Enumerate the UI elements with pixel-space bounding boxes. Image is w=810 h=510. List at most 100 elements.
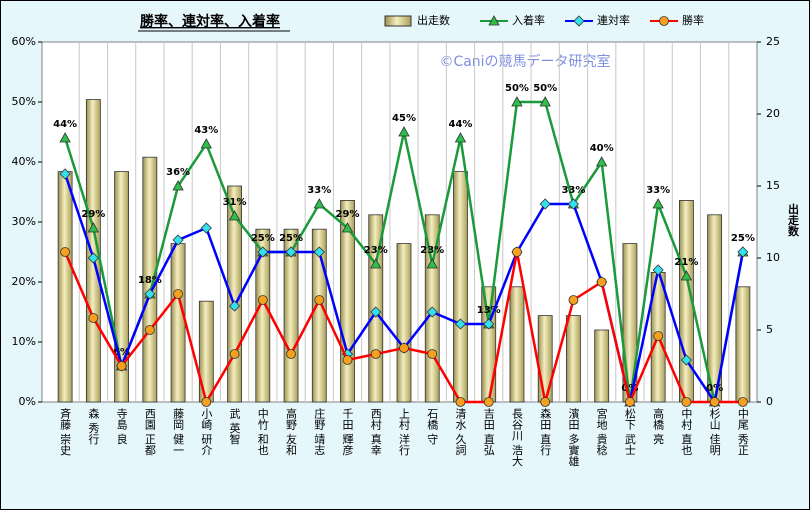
line-marker (59, 132, 71, 143)
chart-title: 勝率、連対率、入着率 (140, 13, 280, 30)
bar (735, 286, 751, 403)
line-marker (512, 247, 522, 257)
line-marker (709, 397, 720, 407)
legend-label: 入着率 (512, 13, 545, 27)
line-marker (87, 222, 100, 233)
line-marker (200, 222, 212, 234)
line-marker (172, 180, 184, 191)
x-tick-label: 森 秀行 (87, 407, 100, 445)
bar (594, 329, 610, 403)
bar (537, 315, 553, 403)
x-tick-label: 庄野 靖志 (313, 407, 326, 456)
x-tick-label: 濱田 多實雄 (567, 407, 580, 467)
data-label: 25% (731, 233, 755, 244)
y-tick-label: 20% (12, 275, 36, 288)
x-tick-label: 西園 正都 (143, 408, 156, 456)
bar (283, 228, 299, 403)
line-marker (483, 318, 495, 330)
data-label: 6% (113, 347, 130, 358)
data-label: 45% (392, 113, 416, 124)
line-marker (680, 270, 693, 281)
line-marker (257, 295, 268, 305)
line-marker (60, 247, 71, 257)
legend-marker (659, 16, 669, 26)
line-marker (454, 132, 467, 143)
x-tick-label: 森田 直行 (539, 407, 552, 456)
line-marker (625, 397, 635, 407)
y-tick-label: 50% (12, 95, 36, 108)
x-tick-label: 小崎 研介 (200, 408, 213, 456)
line-marker (652, 198, 664, 209)
data-label: 29% (81, 209, 105, 220)
line-marker (567, 198, 580, 210)
x-tick-label: 松下 武士 (623, 407, 636, 456)
line-marker (257, 246, 269, 258)
line-marker (173, 289, 183, 299)
data-label: 21% (674, 257, 698, 268)
bar (453, 171, 468, 403)
data-label: 31% (223, 197, 247, 208)
x-tick-label: 長谷川 浩大 (510, 408, 523, 467)
data-label: 36% (166, 167, 190, 178)
line-marker (596, 156, 608, 167)
y2-axis-label: 出走数 (787, 202, 801, 237)
line-marker (427, 349, 438, 359)
line-marker (426, 258, 438, 269)
data-label: 0% (621, 383, 638, 394)
y2-tick-label: 20 (766, 107, 780, 120)
line-marker (314, 295, 325, 305)
x-tick-label: 上村 洋行 (398, 408, 411, 456)
line-marker (342, 355, 353, 365)
bar (509, 286, 525, 403)
line-marker (285, 246, 297, 258)
line-marker (144, 288, 156, 300)
bar (57, 171, 73, 403)
line-marker (144, 325, 155, 335)
data-label: 44% (449, 119, 473, 130)
line-marker (681, 397, 692, 407)
y-tick-label: 10% (12, 335, 36, 348)
data-label: 13% (477, 305, 501, 316)
y2-tick-label: 0 (766, 395, 773, 408)
data-label: 50% (533, 83, 557, 94)
line-marker (426, 306, 438, 318)
line-marker (229, 349, 240, 359)
line-marker (370, 258, 382, 269)
line-marker (172, 234, 184, 246)
line-marker (228, 300, 241, 312)
line-marker (511, 96, 523, 107)
data-label: 0% (706, 383, 723, 394)
data-label: 43% (194, 125, 218, 136)
data-label: 33% (646, 185, 670, 196)
data-label: 33% (561, 185, 585, 196)
data-label: 18% (138, 275, 162, 286)
line-marker (680, 354, 692, 366)
y2-tick-label: 10 (766, 251, 780, 264)
line-marker (116, 361, 127, 371)
line-marker (201, 397, 212, 407)
line-marker (483, 397, 494, 407)
watermark: ©Caniの競馬データ研究室 (439, 53, 610, 70)
legend-marker (488, 15, 500, 26)
x-tick-label: 寺島 良 (115, 408, 128, 445)
x-tick-label: 中竹 和也 (256, 408, 269, 456)
line-marker (454, 318, 467, 330)
bar (396, 243, 412, 403)
line-marker (87, 252, 99, 264)
line-marker (737, 246, 749, 258)
line-marker (455, 397, 466, 407)
line-marker (596, 277, 607, 287)
line-marker (398, 126, 410, 137)
y2-tick-label: 5 (766, 323, 773, 336)
x-tick-label: 宮地 貴稔 (595, 407, 608, 456)
line-marker (313, 198, 325, 209)
data-label: 25% (279, 233, 303, 244)
x-tick-label: 石橋 守 (426, 408, 439, 445)
line-marker (228, 210, 241, 221)
line-marker (370, 306, 382, 318)
line-marker (737, 397, 748, 407)
y-tick-label: 30% (12, 215, 36, 228)
x-tick-label: 杉山 佳明 (708, 407, 721, 456)
legend-label: 出走数 (417, 13, 450, 27)
x-tick-label: 西村 真幸 (369, 408, 382, 456)
